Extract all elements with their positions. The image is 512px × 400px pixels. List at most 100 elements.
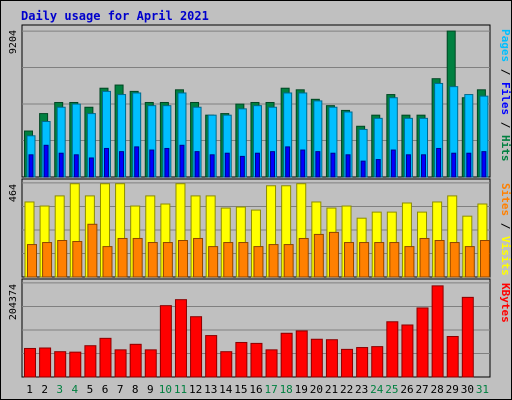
bar-pages	[209, 154, 215, 178]
day-label: 11	[174, 383, 187, 396]
day-label: 9	[147, 383, 154, 396]
legend-entry: KBytes	[499, 283, 512, 323]
bar-sites	[419, 237, 430, 278]
bar-kbytes	[295, 330, 308, 378]
chart-title: Daily usage for April 2021	[21, 9, 209, 23]
bar-sites	[344, 242, 355, 278]
day-label: 16	[249, 383, 262, 396]
bar-pages	[345, 154, 351, 178]
bar-sites	[464, 246, 475, 278]
bar-kbytes	[310, 338, 323, 378]
day-label: 29	[446, 383, 459, 396]
bar-kbytes	[265, 349, 278, 378]
bar-sites	[147, 242, 158, 278]
day-label: 12	[189, 383, 202, 396]
series-legend: KBytes	[499, 283, 512, 323]
bar-pages	[390, 149, 396, 178]
legend-entry: Hits	[499, 135, 512, 162]
day-label: 25	[385, 383, 398, 396]
day-label: 27	[415, 383, 428, 396]
bar-sites	[283, 244, 294, 278]
bar-kbytes	[416, 307, 429, 378]
day-label: 13	[204, 383, 217, 396]
day-label: 3	[56, 383, 63, 396]
bar-kbytes	[401, 324, 414, 378]
day-label: 15	[234, 383, 247, 396]
bar-kbytes	[356, 347, 369, 378]
bar-pages	[360, 160, 366, 178]
bar-pages	[405, 154, 411, 178]
plot-area: 9204 Pages / Files / Hits 464 Sites / Visit…	[8, 24, 512, 396]
series-legend: Sites / Visits	[499, 183, 512, 276]
day-label: 28	[431, 383, 444, 396]
bar-kbytes	[446, 335, 459, 378]
legend-entry: Pages	[499, 29, 512, 62]
bar-kbytes	[84, 345, 97, 378]
bar-kbytes	[325, 339, 338, 378]
bar-kbytes	[114, 349, 127, 378]
day-label: 2	[41, 383, 48, 396]
legend-entry: /	[499, 62, 512, 82]
day-label: 18	[280, 383, 293, 396]
legend-entry: Sites	[499, 183, 512, 216]
bar-sites	[404, 246, 415, 278]
bar-sites	[117, 237, 128, 278]
bar-kbytes	[235, 341, 248, 378]
bar-pages	[58, 152, 64, 178]
bar-pages	[421, 154, 427, 178]
day-label: 4	[72, 383, 79, 396]
day-label: 8	[132, 383, 139, 396]
y-max-label: 9204	[8, 30, 19, 54]
bar-kbytes	[190, 316, 203, 378]
bar-pages	[179, 144, 185, 178]
bar-pages	[134, 146, 140, 178]
bar-pages	[239, 155, 245, 178]
day-label: 6	[102, 383, 109, 396]
bar-sites	[449, 242, 460, 278]
day-label: 1	[26, 383, 33, 396]
bar-sites	[208, 246, 219, 278]
day-label: 14	[219, 383, 233, 396]
bar-pages	[375, 159, 381, 178]
bar-sites	[42, 242, 53, 278]
bar-pages	[285, 146, 291, 178]
day-label: 7	[117, 383, 124, 396]
y-max-label: 464	[8, 184, 19, 202]
bar-pages	[73, 154, 79, 178]
bar-kbytes	[205, 335, 218, 378]
bar-pages	[451, 152, 457, 178]
bar-kbytes	[24, 347, 36, 378]
bar-kbytes	[386, 321, 399, 378]
bar-kbytes	[99, 337, 112, 378]
bar-sites	[102, 246, 113, 278]
day-label: 21	[325, 383, 338, 396]
y-max-label: 204374	[8, 284, 19, 320]
day-label: 17	[264, 383, 277, 396]
bar-pages	[224, 152, 230, 178]
bar-pages	[103, 147, 109, 178]
bar-sites	[177, 240, 188, 278]
bar-sites	[298, 237, 309, 278]
bar-kbytes	[39, 347, 52, 378]
day-label: 19	[295, 383, 308, 396]
bar-kbytes	[371, 346, 384, 378]
day-label: 22	[340, 383, 353, 396]
bar-kbytes	[129, 343, 142, 378]
bar-kbytes	[69, 351, 82, 378]
bar-kbytes	[250, 342, 263, 378]
bar-sites	[193, 237, 204, 278]
bar-sites	[87, 223, 98, 278]
bar-sites	[389, 242, 400, 278]
bar-kbytes	[341, 348, 354, 378]
bar-sites	[72, 241, 83, 278]
bar-sites	[434, 240, 445, 278]
day-label: 30	[461, 383, 474, 396]
bar-kbytes	[220, 351, 233, 378]
series-legend: Pages / Files / Hits	[499, 29, 512, 162]
day-label: 26	[400, 383, 413, 396]
bar-kbytes	[174, 299, 187, 378]
bar-sites	[268, 244, 279, 278]
day-label: 5	[87, 383, 94, 396]
legend-entry: /	[499, 115, 512, 135]
